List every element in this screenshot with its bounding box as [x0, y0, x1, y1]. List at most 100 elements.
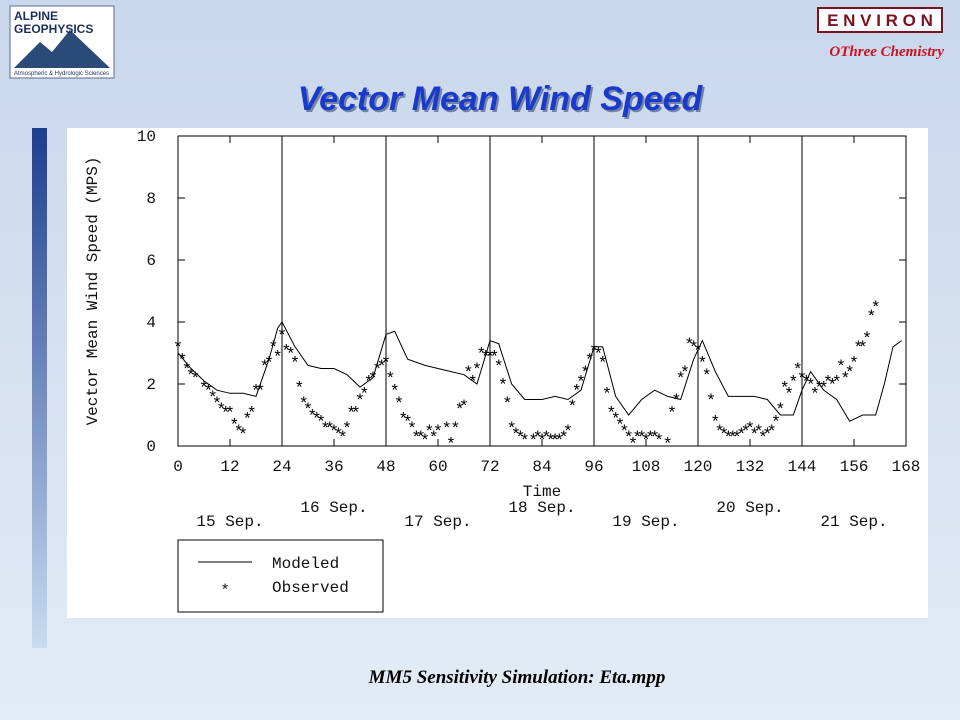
observed-point: * — [819, 380, 829, 399]
observed-point: * — [264, 355, 274, 374]
observed-point: * — [225, 405, 235, 424]
logo-text: GEOPHYSICS — [14, 22, 93, 36]
logo-text: Atmospheric & Hydrologic Sciences — [14, 71, 109, 77]
x-tick-label: 84 — [532, 458, 551, 476]
x-tick-label: 96 — [584, 458, 603, 476]
x-tick-label: 120 — [684, 458, 713, 476]
observed-point: * — [840, 371, 850, 390]
observed-point: * — [177, 352, 187, 371]
x-axis-label: Time — [523, 483, 561, 501]
observed-point: * — [541, 430, 551, 449]
observed-point: * — [745, 420, 755, 439]
observed-point: * — [650, 430, 660, 449]
observed-point: * — [554, 433, 564, 452]
x-tick-label: 60 — [428, 458, 447, 476]
observed-point: * — [507, 420, 517, 439]
observed-point: * — [247, 405, 257, 424]
observed-point: * — [593, 346, 603, 365]
observed-point: * — [680, 365, 690, 384]
observed-point: * — [511, 427, 521, 446]
observed-point: * — [390, 383, 400, 402]
x-tick-label: 12 — [220, 458, 239, 476]
observed-point: * — [515, 430, 525, 449]
y-tick-label: 8 — [146, 190, 156, 208]
observed-point: * — [871, 299, 881, 318]
observed-point: * — [693, 343, 703, 362]
observed-point: * — [723, 430, 733, 449]
caption: MM5 Sensitivity Simulation: Eta.mpp — [368, 667, 666, 688]
observed-point: * — [420, 433, 430, 452]
observed-point: * — [442, 420, 452, 439]
slide-title: Vector Mean Wind Speed — [298, 80, 704, 118]
observed-point: * — [416, 430, 426, 449]
observed-point: * — [325, 420, 335, 439]
legend-box — [177, 539, 384, 613]
observed-point: * — [602, 386, 612, 405]
observed-point: * — [866, 309, 876, 328]
observed-point: * — [351, 405, 361, 424]
observed-point: * — [208, 389, 218, 408]
observed-point: * — [281, 343, 291, 362]
observed-point: * — [784, 386, 794, 405]
x-tick-label: 108 — [632, 458, 661, 476]
x-tick-label: 156 — [840, 458, 869, 476]
day-label: 17 Sep. — [404, 513, 471, 531]
observed-point: * — [290, 355, 300, 374]
observed-point: * — [654, 433, 664, 452]
observed-point: * — [186, 368, 196, 387]
observed-point: * — [641, 433, 651, 452]
observed-point: * — [559, 430, 569, 449]
observed-point: * — [307, 408, 317, 427]
y-tick-label: 2 — [146, 376, 156, 394]
observed-point: * — [312, 411, 322, 430]
observed-point: * — [299, 396, 309, 415]
observed-point: * — [377, 358, 387, 377]
observed-point: * — [736, 427, 746, 446]
observed-point: * — [780, 380, 790, 399]
observed-point: * — [329, 423, 339, 442]
day-label: 20 Sep. — [716, 499, 783, 517]
observed-point: * — [728, 430, 738, 449]
y-tick-label: 0 — [146, 438, 156, 456]
observed-point: * — [619, 423, 629, 442]
observed-point: * — [862, 330, 872, 349]
day-label: 16 Sep. — [300, 499, 367, 517]
observed-point: * — [342, 420, 352, 439]
observed-point: * — [853, 340, 863, 359]
observed-point: * — [702, 368, 712, 387]
observed-point: * — [806, 377, 816, 396]
observed-point: * — [827, 377, 837, 396]
x-tick-label: 24 — [272, 458, 291, 476]
observed-point: * — [433, 423, 443, 442]
observed-point: * — [455, 402, 465, 421]
observed-point: * — [832, 374, 842, 393]
observed-point: * — [801, 374, 811, 393]
observed-point: * — [797, 371, 807, 390]
logo-right-sub: OThree Chemistry — [829, 44, 944, 60]
observed-point: * — [450, 420, 460, 439]
observed-point: * — [706, 392, 716, 411]
legend-label: Modeled — [272, 555, 339, 573]
observed-point: * — [255, 383, 265, 402]
observed-point: * — [502, 396, 512, 415]
observed-point: * — [459, 399, 469, 418]
observed-point: * — [732, 430, 742, 449]
observed-point: * — [788, 374, 798, 393]
observed-point: * — [697, 355, 707, 374]
observed-point: * — [823, 374, 833, 393]
chart-panel — [67, 128, 928, 618]
observed-point: * — [550, 433, 560, 452]
observed-point: * — [212, 396, 222, 415]
observed-point: * — [268, 340, 278, 359]
observed-point: * — [580, 365, 590, 384]
observed-point: * — [637, 430, 647, 449]
side-bar — [32, 128, 47, 648]
observed-point: * — [663, 436, 673, 455]
observed-point: * — [394, 396, 404, 415]
x-tick-label: 144 — [788, 458, 817, 476]
observed-point: * — [238, 427, 248, 446]
observed-point: * — [286, 346, 296, 365]
observed-point: * — [398, 411, 408, 430]
observed-point: * — [858, 340, 868, 359]
